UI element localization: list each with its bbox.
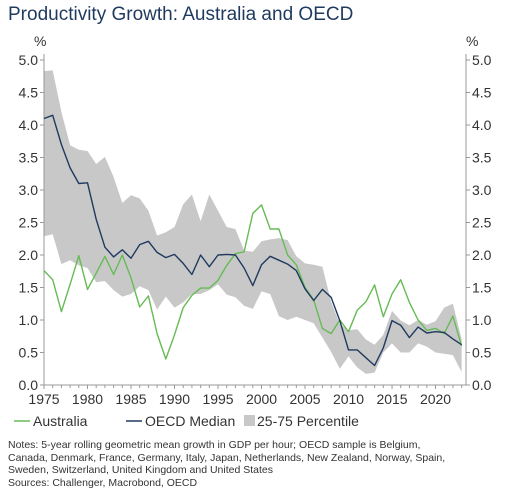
y-tick-label-left: 3.0 [19, 182, 39, 198]
legend-label-australia: Australia [33, 413, 88, 429]
y-tick-label-left: 1.0 [19, 312, 39, 328]
y-axis-unit-right: % [466, 33, 478, 49]
percentile-band [44, 70, 462, 374]
y-tick-label-right: 2.0 [472, 247, 492, 263]
y-tick-label-left: 0.0 [19, 377, 39, 393]
notes-line-3: Sweden, Switzerland, United Kingdom and … [8, 464, 273, 477]
axes-layer: 0.0 0.0 0.5 0.5 1.0 1.0 1.5 1.5 2.0 2.0 2.5 2.5 3.0 3… [19, 52, 492, 407]
notes-line-1: Notes: 5-year rolling geometric mean gro… [8, 439, 421, 451]
y-tick-label-left: 2.5 [19, 215, 39, 231]
line-chart: 0.0 0.0 0.5 0.5 1.0 1.0 1.5 1.5 2.0 2.0 2.5 2.5 3.0 3… [14, 33, 492, 429]
x-tick-label: 2020 [420, 391, 451, 407]
y-tick-label-right: 1.0 [472, 312, 492, 328]
y-tick-label-right: 3.5 [472, 150, 492, 166]
x-tick-label: 2005 [289, 391, 320, 407]
notes-line-2: Canada, Denmark, France, Germany, Italy,… [8, 451, 446, 464]
x-tick-label: 1995 [202, 391, 233, 407]
x-tick-label: 2015 [376, 391, 407, 407]
y-tick-label-right: 2.5 [472, 215, 492, 231]
x-tick-label: 2010 [333, 391, 364, 407]
series-line-oecd-median [43, 114, 462, 367]
y-tick-label-left: 4.0 [19, 117, 39, 133]
y-tick-label-left: 5.0 [19, 52, 39, 68]
x-tick-label: 1990 [159, 391, 190, 407]
legend: Australia OECD Median 25-75 Percentile [14, 413, 359, 429]
series-line-australia [43, 204, 463, 360]
y-tick-label-left: 3.5 [19, 150, 39, 166]
y-axis-unit-left: % [34, 33, 46, 49]
y-tick-label-left: 0.5 [19, 345, 39, 361]
x-tick-label: 2000 [246, 391, 277, 407]
y-tick-label-left: 4.5 [19, 85, 39, 101]
legend-swatch-percentile [244, 415, 255, 426]
y-tick-label-right: 0.5 [472, 345, 492, 361]
y-tick-label-left: 1.5 [19, 280, 39, 296]
y-tick-label-right: 1.5 [472, 280, 492, 296]
y-tick-label-left: 2.0 [19, 247, 39, 263]
y-tick-label-right: 0.0 [472, 377, 492, 393]
y-tick-label-right: 4.0 [472, 117, 492, 133]
chart-title: Productivity Growth: Australia and OECD [8, 4, 354, 25]
series-lines-layer [43, 114, 463, 367]
y-tick-label-right: 4.5 [472, 85, 492, 101]
notes-line-4: Sources: Challenger, Macrobond, OECD [8, 477, 198, 490]
legend-label-oecd-median: OECD Median [145, 413, 235, 429]
y-tick-label-right: 3.0 [472, 182, 492, 198]
x-tick-label: 1975 [28, 391, 59, 407]
y-tick-label-right: 5.0 [472, 52, 492, 68]
chart-notes: Notes: 5-year rolling geometric mean gro… [8, 439, 508, 490]
percentile-band-layer [44, 70, 462, 374]
x-tick-label: 1985 [115, 391, 146, 407]
x-tick-label: 1980 [72, 391, 103, 407]
legend-label-percentile: 25-75 Percentile [257, 413, 359, 429]
